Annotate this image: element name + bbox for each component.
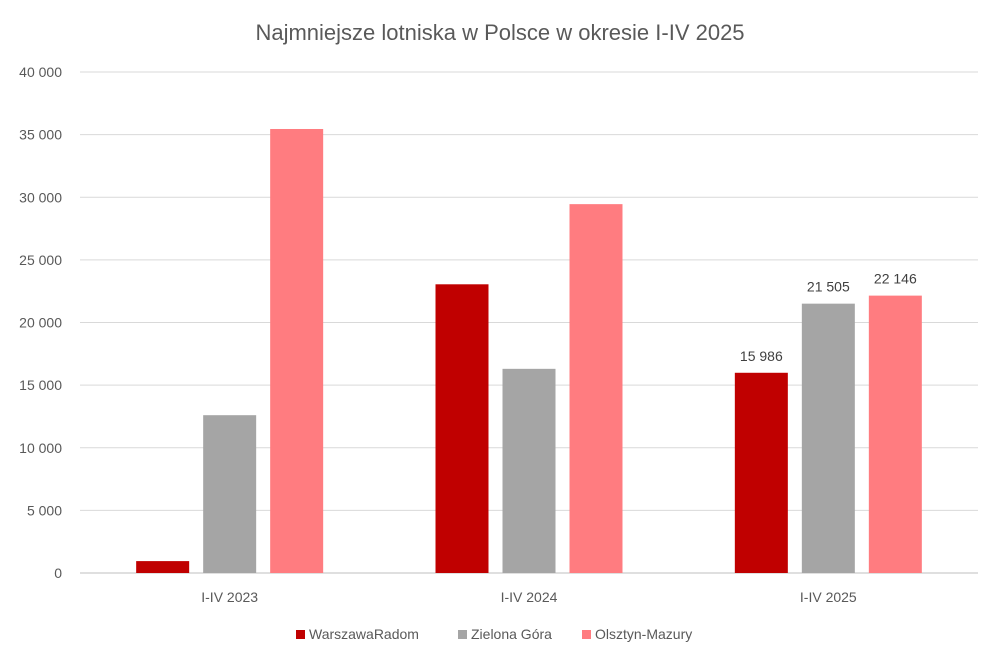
x-axis-categories: I-IV 2023 I-IV 2024 I-IV 2025 bbox=[201, 589, 857, 605]
data-labels: 15 986 21 505 22 146 bbox=[740, 271, 917, 364]
x-category-label: I-IV 2023 bbox=[201, 589, 258, 605]
legend-label: Olsztyn-Mazury bbox=[595, 626, 692, 642]
legend-swatch bbox=[582, 630, 591, 639]
bar bbox=[801, 303, 855, 573]
data-label: 15 986 bbox=[740, 348, 783, 364]
bar bbox=[868, 295, 922, 573]
data-label: 21 505 bbox=[807, 279, 850, 295]
bar bbox=[734, 372, 788, 573]
data-label: 22 146 bbox=[874, 271, 917, 287]
y-axis-ticks: 0 5 000 10 000 15 000 20 000 25 000 30 000 35 0… bbox=[19, 64, 62, 581]
legend-swatch bbox=[458, 630, 467, 639]
bar bbox=[502, 368, 556, 573]
legend-label: Zielona Góra bbox=[471, 626, 552, 642]
legend-swatch bbox=[296, 630, 305, 639]
bar bbox=[270, 128, 324, 573]
bars bbox=[136, 128, 922, 574]
y-tick-label: 40 000 bbox=[19, 64, 62, 80]
y-tick-label: 15 000 bbox=[19, 377, 62, 393]
chart-title: Najmniejsze lotniska w Polsce w okresie … bbox=[255, 20, 744, 45]
y-tick-label: 25 000 bbox=[19, 252, 62, 268]
y-tick-label: 30 000 bbox=[19, 189, 62, 205]
legend-label: WarszawaRadom bbox=[309, 626, 419, 642]
x-category-label: I-IV 2024 bbox=[501, 589, 558, 605]
y-tick-label: 0 bbox=[54, 565, 62, 581]
y-tick-label: 10 000 bbox=[19, 440, 62, 456]
bar bbox=[136, 561, 190, 573]
bar bbox=[203, 415, 257, 573]
bar bbox=[435, 284, 489, 573]
x-category-label: I-IV 2025 bbox=[800, 589, 857, 605]
y-tick-label: 5 000 bbox=[27, 502, 62, 518]
legend: WarszawaRadom Zielona Góra Olsztyn-Mazury bbox=[296, 626, 692, 642]
y-tick-label: 35 000 bbox=[19, 127, 62, 143]
bar bbox=[569, 204, 623, 574]
y-tick-label: 20 000 bbox=[19, 315, 62, 331]
